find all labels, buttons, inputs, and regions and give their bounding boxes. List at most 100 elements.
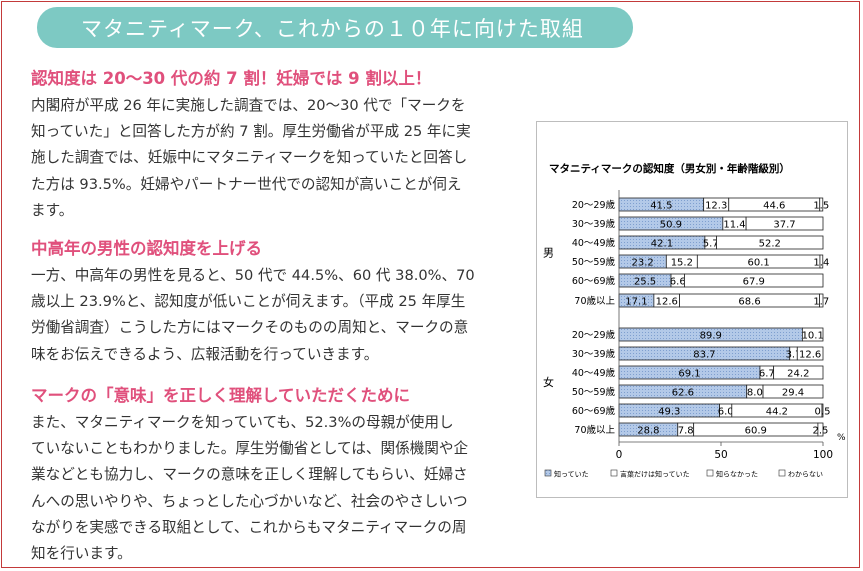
data-label: 50.9 (660, 220, 682, 231)
body-line: ていないこともわかりました。厚生労働省としては、関係機関や企 (31, 440, 469, 458)
legend-swatch (778, 469, 786, 477)
banner-title: マタニティマーク、これからの１０年に向けた取組 (81, 16, 584, 41)
awareness-chart: マタニティマークの認知度（男女別・年齢階級別） 20～29歳 30～39歳 40～4… (536, 121, 848, 498)
data-label: 8.0 (747, 388, 763, 399)
data-label: 2.5 (812, 426, 828, 437)
data-label: 10.1 (802, 331, 824, 342)
data-label: 17.1 (625, 297, 647, 308)
bar-segment (801, 327, 824, 342)
body-line: んへの思いやりや、ちょっとした心づかいなど、社会のやさしいつ (31, 492, 468, 510)
data-label: 44.2 (766, 407, 788, 418)
data-label: 28.8 (637, 426, 659, 437)
chart-svg: マタニティマークの認知度（男女別・年齢階級別） 20～29歳 30～39歳 40～4… (543, 162, 846, 479)
category-label: 20～29歳 (572, 329, 616, 341)
data-label: 1.7 (813, 297, 829, 308)
category-label: 30～39歳 (572, 218, 616, 230)
bar-segment (684, 273, 824, 288)
x-tick-label: 100 (813, 449, 833, 461)
data-label: 83.7 (693, 350, 715, 361)
group-label: 女 (543, 375, 554, 389)
section-heading: 中高年の男性の認知度を上げる (31, 239, 262, 258)
data-label: 6.7 (759, 369, 775, 380)
page-banner: マタニティマーク、これからの１０年に向けた取組 (37, 7, 633, 48)
x-unit-label: % (837, 433, 846, 443)
section-heading: 認知度は 20～30 代の約 7 割！妊婦では 9 割以上！ (31, 69, 432, 88)
body-line: 業などとも協力し、マークの意味を正しく理解してもらい、妊婦さ (31, 466, 468, 484)
category-label: 20～29歳 (572, 199, 616, 211)
section-awareness: 認知度は 20～30 代の約 7 割！妊婦では 9 割以上！ 内閣府が平成 26… (31, 67, 511, 224)
bar-segment (745, 216, 824, 231)
legend-label: 言葉だけは知っていた (620, 470, 690, 479)
data-label: 24.2 (787, 369, 809, 380)
data-label: 6.0 (718, 407, 734, 418)
bar-segment (762, 384, 824, 399)
data-label: 7.8 (678, 426, 694, 437)
legend-label: 知らなかった (716, 470, 758, 479)
body-line: 知を行います。 (31, 545, 132, 563)
data-label: 69.1 (678, 369, 700, 380)
data-label: 62.6 (672, 388, 694, 399)
data-label: 0.5 (815, 407, 831, 418)
body-line: 労働省調査）こうした方にはマークそのものの周知と、マークの意 (31, 319, 469, 337)
group-label: 男 (543, 247, 554, 260)
category-label: 50～59歳 (572, 256, 616, 268)
category-label: 70歳以上 (574, 424, 615, 436)
body-line: 知っていた」と回答した方が約 7 割。厚生労働省が平成 25 年に実 (31, 123, 471, 141)
legend-swatch (706, 469, 714, 477)
legend-label: わからない (788, 471, 823, 479)
data-label: 60.1 (748, 258, 770, 269)
legend-label: 知っていた (554, 470, 589, 479)
section-heading: マークの「意味」を正しく理解していただくために (31, 386, 411, 405)
category-label: 30～39歳 (572, 348, 616, 360)
category-label: 50～59歳 (572, 386, 616, 398)
body-line: 施した調査では、妊娠中にマタニティマークを知っていたと回答し (31, 149, 468, 167)
bar-segment (773, 365, 824, 380)
data-label: 15.2 (671, 258, 693, 269)
data-label: 3.7 (786, 350, 802, 361)
category-label: 60～69歳 (572, 275, 616, 287)
data-label: 89.9 (700, 331, 722, 342)
data-label: 12.6 (656, 297, 678, 308)
bar-segment (796, 346, 824, 361)
body-line: た方は 93.5%。妊婦やパートナー世代での認知が高いことが伺え (31, 175, 462, 193)
data-label: 12.3 (705, 201, 727, 212)
data-label: 23.2 (632, 258, 654, 269)
category-label: 40～49歳 (572, 237, 616, 249)
bar-segment (821, 403, 824, 418)
legend-swatch (544, 469, 552, 477)
body-line: 内閣府が平成 26 年に実施した調査では、20～30 代で「マークを (31, 97, 466, 114)
section-middle-aged-men: 中高年の男性の認知度を上げる 一方、中高年の男性を見ると、50 代で 44.5%… (31, 237, 511, 368)
data-label: 41.5 (650, 201, 672, 212)
section-body: また、マタニティマークを知っていても、52.3%の母親が使用し ていないこともわ… (31, 410, 511, 567)
data-label: 1.4 (813, 258, 829, 269)
data-label: 37.7 (773, 220, 795, 231)
legend-swatch (610, 469, 618, 477)
body-line: 味をお伝えできるよう、広報活動を行っていきます。 (31, 345, 379, 363)
data-label: 11.4 (723, 220, 745, 231)
category-label: 70歳以上 (574, 295, 615, 307)
body-line: ながりを実感できる取組として、これからもマタニティマークの周 (31, 518, 467, 536)
data-label: 44.6 (763, 201, 785, 212)
data-label: 52.2 (759, 239, 781, 250)
section-meaning: マークの「意味」を正しく理解していただくために また、マタニティマークを知ってい… (31, 384, 511, 567)
data-label: 25.5 (634, 277, 656, 288)
body-line: また、マタニティマークを知っていても、52.3%の母親が使用し (31, 414, 454, 431)
body-line: 一方、中高年の男性を見ると、50 代で 44.5%、60 代 38.0%、70 (31, 267, 475, 284)
body-line: 歳以上 23.9%と、認知度が低いことが伺えます。（平成 25 年厚生 (31, 293, 466, 311)
bar-segment (817, 422, 824, 437)
section-body: 内閣府が平成 26 年に実施した調査では、20～30 代で「マークを 知っていた… (31, 93, 511, 224)
body-line: ます。 (31, 201, 74, 219)
chart-title: マタニティマークの認知度（男女別・年齢階級別） (549, 162, 790, 175)
bar-segment (819, 254, 824, 269)
data-label: 29.4 (782, 388, 804, 399)
data-label: 67.9 (743, 277, 765, 288)
x-tick-label: 50 (714, 449, 727, 461)
bar-segment (819, 197, 824, 212)
data-label: 49.3 (658, 407, 680, 418)
data-label: 42.1 (651, 239, 673, 250)
section-body: 一方、中高年の男性を見ると、50 代で 44.5%、60 代 38.0%、70 … (31, 263, 511, 368)
bar-segment (819, 293, 824, 308)
data-label: 12.6 (799, 350, 821, 361)
data-label: 68.6 (738, 297, 760, 308)
